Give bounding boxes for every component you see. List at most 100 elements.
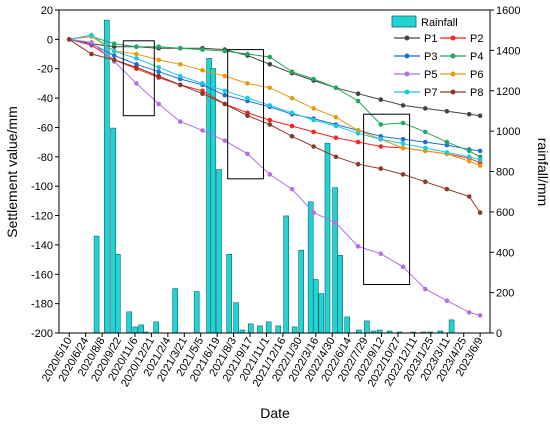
y2-axis-ticks: 0 200 400 600 800 1000 1200 1400 1600 (490, 5, 520, 340)
data-point-p4 (134, 44, 139, 49)
data-point-p5 (178, 119, 183, 124)
highlight-box (122, 40, 155, 117)
data-point-p5 (289, 186, 295, 192)
data-point-p1 (267, 62, 273, 67)
y-tick-label: -200 (31, 328, 53, 340)
data-point-p8 (423, 179, 428, 185)
data-point-p8 (333, 154, 339, 160)
data-point-p1 (466, 111, 472, 117)
rainfall-bars (93, 19, 455, 334)
data-point-p7 (289, 110, 295, 116)
data-point-p6 (289, 95, 295, 101)
data-point-p7 (111, 48, 117, 54)
data-point-p7 (311, 117, 316, 123)
rainfall-bar (115, 254, 121, 334)
y2-tick-label: 400 (496, 247, 514, 259)
data-point-p3 (400, 136, 406, 142)
legend-marker-p1 (404, 35, 410, 41)
data-point-p5 (400, 264, 406, 270)
y-tick-label: -100 (31, 181, 53, 193)
data-point-p1 (355, 91, 361, 96)
data-point-p4 (178, 45, 183, 51)
rainfall-bar (210, 68, 216, 334)
data-point-p6 (466, 158, 472, 164)
data-point-p4 (289, 69, 295, 74)
y-tick-label: -80 (37, 152, 53, 164)
data-point-p1 (444, 109, 450, 114)
legend-label-rainfall: Rainfall (421, 17, 458, 29)
data-point-p7 (444, 150, 450, 155)
data-point-p7 (267, 103, 273, 108)
data-point-p4 (400, 120, 406, 126)
data-point-p2 (333, 135, 339, 140)
rainfall-bar (216, 169, 222, 334)
data-point-p5 (423, 286, 428, 292)
data-point-p5 (477, 313, 483, 318)
rainfall-bar (291, 326, 298, 334)
rainfall-bar (226, 254, 232, 334)
y-axis-ticks: 20 0 -20 -40 -60 -80 -100 -120 -140 -160 -180 -200 (31, 5, 59, 340)
data-point-p6 (311, 106, 316, 111)
x-axis-ticks: 2020/5/102020/6/242020/8/82020/9/222020/… (40, 333, 486, 389)
data-point-p4 (200, 47, 205, 52)
data-point-p8 (156, 73, 161, 79)
y2-tick-label: 1400 (496, 45, 520, 57)
series-line-p7 (69, 34, 481, 161)
data-point-p3 (477, 148, 483, 154)
rainfall-bar (193, 291, 200, 334)
data-point-p7 (477, 157, 483, 163)
legend-marker-p2 (450, 35, 456, 41)
legend-label-p6: P6 (470, 69, 483, 81)
rainfall-bar (307, 201, 314, 334)
y2-tick-label: 0 (496, 328, 502, 340)
series-line-p3 (69, 38, 481, 152)
legend: Rainfall P1 P2 P3 P4 P5 P6 P7 P8 (391, 15, 483, 99)
legend-label-p2: P2 (470, 33, 483, 45)
data-point-p4 (423, 129, 428, 135)
data-point-p4 (444, 139, 450, 145)
rainfall-bar (153, 321, 159, 334)
data-point-p6 (477, 163, 483, 168)
series-line-p6 (69, 35, 481, 167)
y-tick-label: -40 (37, 93, 53, 105)
data-point-p7 (200, 81, 205, 86)
y2-axis-title: rainfall/mm (535, 138, 550, 206)
data-point-p2 (289, 123, 295, 129)
data-point-p8 (111, 57, 117, 63)
legend-marker-p6 (450, 71, 456, 77)
data-point-p2 (378, 144, 384, 149)
data-point-p8 (311, 144, 316, 149)
data-point-p5 (134, 81, 139, 86)
y2-tick-label: 600 (496, 207, 514, 219)
data-point-p7 (423, 145, 428, 151)
y-tick-label: -160 (31, 269, 53, 281)
rainfall-bar (344, 316, 351, 334)
data-point-p3 (423, 139, 428, 145)
data-point-p8 (222, 101, 228, 107)
data-point-p4 (466, 148, 472, 154)
rainfall-bar (312, 279, 319, 334)
data-point-p5 (156, 101, 161, 107)
rainfall-bar (257, 325, 263, 334)
data-point-p8 (355, 161, 361, 167)
rainfall-bar (332, 187, 338, 334)
y2-tick-label: 1200 (496, 86, 520, 98)
data-point-p6 (400, 145, 406, 151)
data-point-p8 (200, 91, 205, 96)
highlight-box (227, 49, 264, 180)
data-point-p8 (444, 186, 450, 192)
data-point-p4 (111, 41, 117, 47)
data-point-p3 (222, 92, 228, 98)
data-point-p7 (466, 154, 472, 160)
data-point-p8 (245, 113, 250, 118)
data-point-p6 (200, 67, 205, 73)
data-point-p4 (311, 76, 316, 82)
data-point-p6 (333, 114, 339, 120)
rainfall-bar (448, 319, 455, 334)
y2-tick-label: 1600 (496, 5, 520, 17)
legend-label-p1: P1 (424, 33, 437, 45)
rainfall-bar (233, 302, 239, 334)
data-point-p6 (156, 57, 161, 63)
data-point-p6 (245, 81, 250, 86)
series-line-p8 (68, 38, 481, 213)
